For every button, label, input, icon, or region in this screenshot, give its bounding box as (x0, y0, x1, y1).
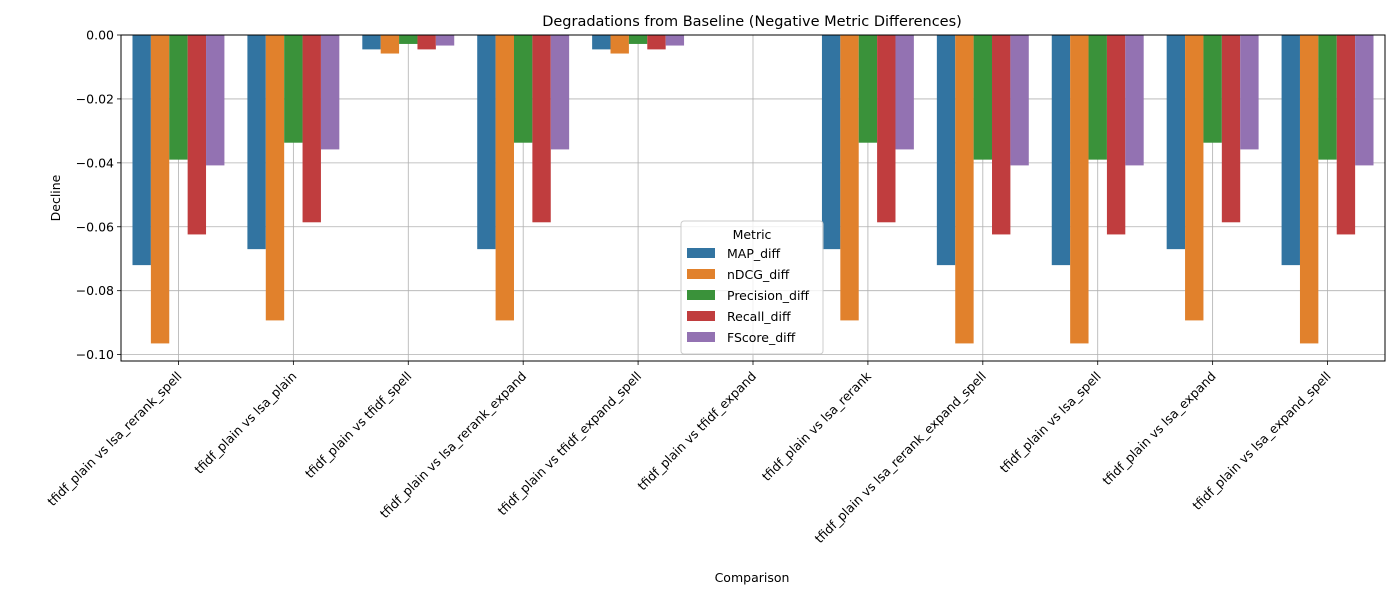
x-axis-title: Comparison (715, 570, 790, 585)
bar-recall-diff (992, 35, 1011, 235)
y-tick-label: −0.06 (76, 219, 114, 234)
y-tick-label: −0.08 (76, 283, 114, 298)
bars-layer (132, 35, 1374, 344)
bar-precision-diff (1203, 35, 1222, 143)
bar-recall-diff (647, 35, 666, 50)
bar-precision-diff (1318, 35, 1337, 160)
legend-box (680, 220, 824, 355)
y-axis-title: Decline (48, 174, 63, 221)
bar-ndcg-diff (1299, 35, 1319, 344)
bar-precision-diff (1088, 35, 1107, 160)
bar-precision-diff (628, 35, 648, 44)
y-tick-label: −0.04 (76, 155, 114, 170)
y-axis-ticks: −0.10 −0.08 −0.06 −0.04 −0.02 0.00 (76, 28, 121, 362)
bar-precision-diff (973, 35, 993, 160)
bar-fscore-diff (550, 35, 570, 150)
legend-label: FScore_diff (727, 330, 796, 345)
bar-map-diff (1051, 35, 1071, 266)
legend-entries: MAP_diff nDCG_diff Precision_diff Recall_di… (687, 246, 809, 345)
legend-label: MAP_diff (727, 246, 781, 261)
bar-ndcg-diff (265, 35, 285, 321)
legend: Metric MAP_diff nDCG_diff Precision_diff Re… (680, 220, 824, 355)
bar-fscore-diff (320, 35, 340, 150)
y-tick-label: −0.10 (76, 347, 114, 362)
bar-precision-diff (858, 35, 878, 143)
bar-recall-diff (417, 35, 436, 50)
bar-fscore-diff (665, 35, 685, 46)
bar-ndcg-diff (1185, 35, 1204, 321)
y-tick-label: 0.00 (86, 28, 114, 43)
legend-swatch (687, 290, 715, 300)
legend-label: Recall_diff (727, 309, 791, 324)
bar-recall-diff (1106, 35, 1126, 235)
bar-recall-diff (532, 35, 551, 223)
legend-swatch (687, 332, 715, 342)
legend-title: Metric (733, 227, 772, 242)
bar-ndcg-diff (955, 35, 974, 344)
bar-precision-diff (284, 35, 303, 143)
bar-fscore-diff (1125, 35, 1144, 166)
bar-map-diff (936, 35, 956, 266)
bar-precision-diff (169, 35, 188, 160)
bar-map-diff (1166, 35, 1186, 250)
bar-fscore-diff (206, 35, 225, 166)
bar-map-diff (362, 35, 381, 50)
bar-fscore-diff (1010, 35, 1029, 166)
bar-map-diff (592, 35, 611, 50)
legend-swatch (687, 311, 715, 321)
bar-fscore-diff (1355, 35, 1374, 166)
bar-precision-diff (513, 35, 533, 143)
bar-fscore-diff (1240, 35, 1259, 150)
bar-ndcg-diff (1070, 35, 1089, 344)
bar-fscore-diff (895, 35, 914, 150)
bar-ndcg-diff (150, 35, 170, 344)
bar-map-diff (477, 35, 496, 250)
bar-map-diff (132, 35, 151, 266)
bar-ndcg-diff (610, 35, 629, 54)
bar-recall-diff (1336, 35, 1356, 235)
legend-swatch (687, 248, 715, 258)
legend-label: nDCG_diff (727, 267, 790, 282)
legend-swatch (687, 269, 715, 279)
legend-label: Precision_diff (727, 288, 809, 303)
bar-recall-diff (187, 35, 207, 235)
bar-map-diff (821, 35, 841, 250)
bar-recall-diff (877, 35, 896, 223)
chart-title: Degradations from Baseline (Negative Met… (542, 14, 962, 30)
bar-precision-diff (399, 35, 418, 44)
bar-ndcg-diff (380, 35, 400, 54)
bar-recall-diff (302, 35, 321, 223)
y-tick-label: −0.02 (76, 91, 114, 106)
bar-ndcg-diff (495, 35, 514, 321)
bar-map-diff (247, 35, 266, 250)
bar-ndcg-diff (840, 35, 859, 321)
bar-fscore-diff (435, 35, 455, 46)
bar-recall-diff (1221, 35, 1241, 223)
bar-map-diff (1281, 35, 1300, 266)
